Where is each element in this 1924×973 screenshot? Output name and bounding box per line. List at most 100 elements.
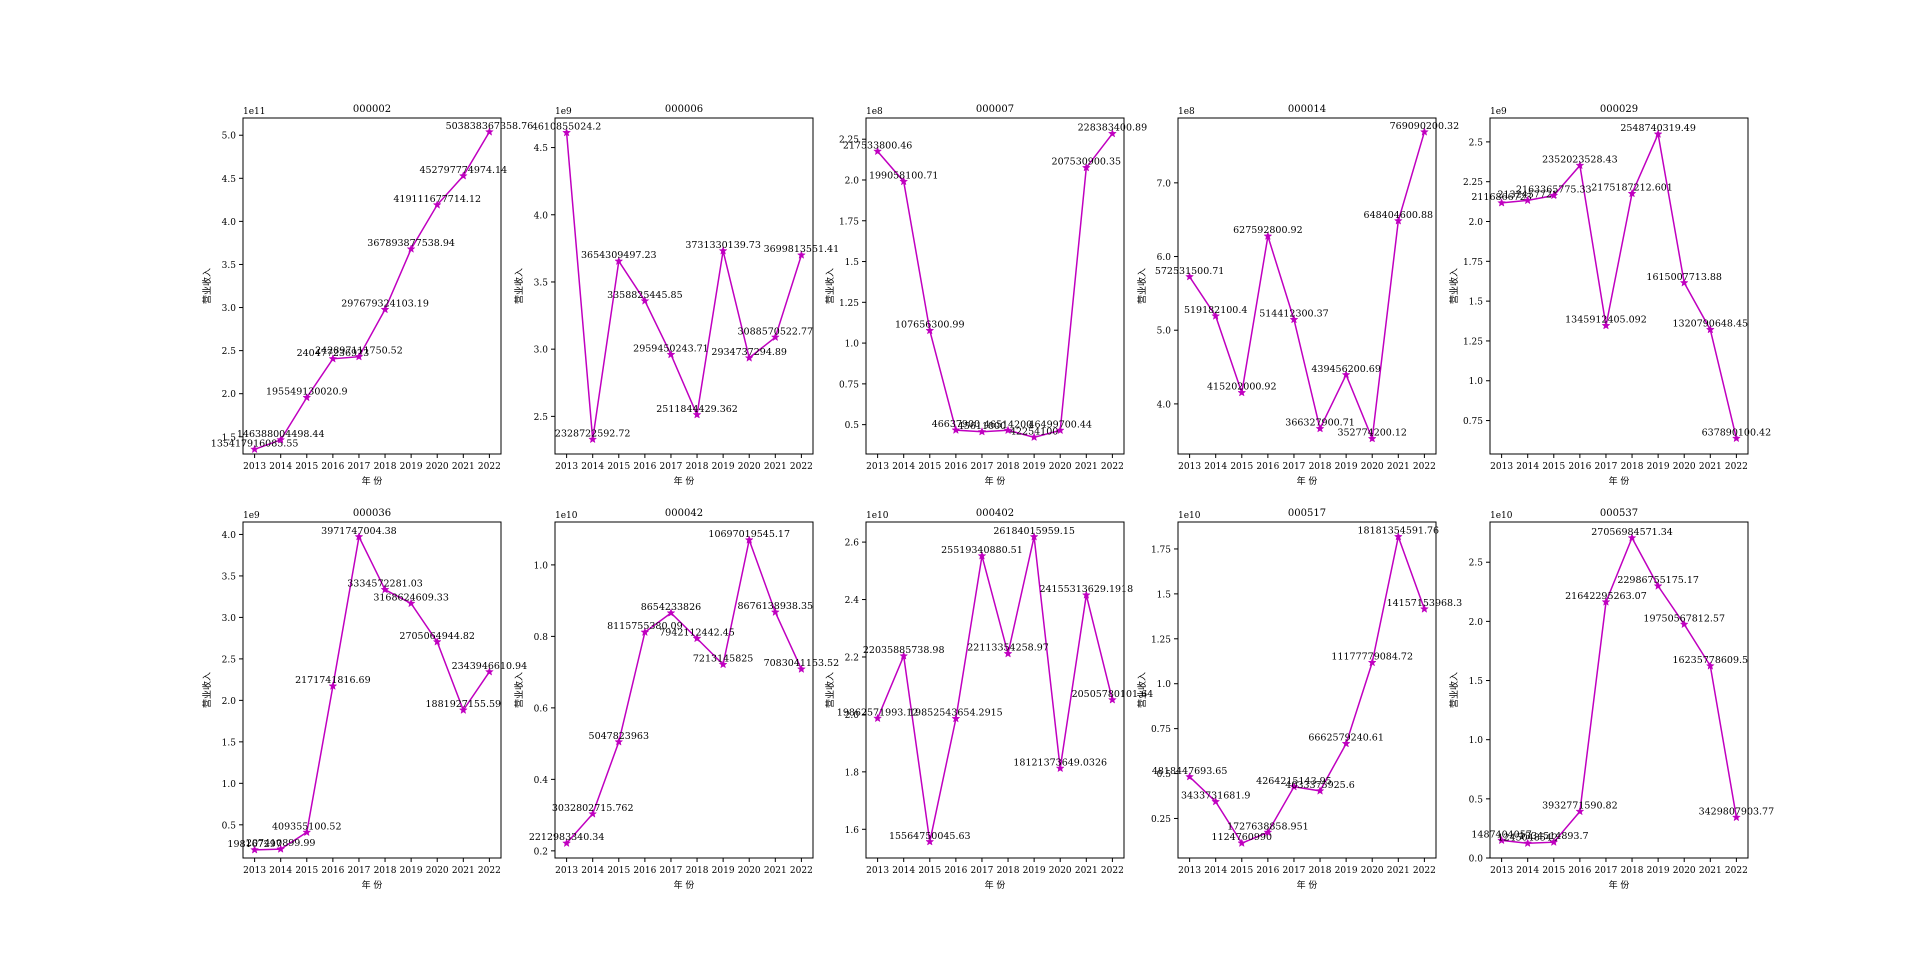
x-axis-label: 年 份 xyxy=(362,879,383,891)
data-point-marker xyxy=(1263,231,1273,240)
subplot-title: 000007 xyxy=(976,104,1014,115)
data-label: 199058100.71 xyxy=(869,171,939,182)
y-axis-label: 营业收入 xyxy=(201,268,213,304)
axis-scale-label: 1e9 xyxy=(555,107,572,117)
axis-scale-label: 1e9 xyxy=(243,511,260,521)
y-tick-label: 7.0 xyxy=(1157,179,1172,189)
data-label: 45611000 xyxy=(958,421,1006,432)
x-tick-label: 2017 xyxy=(660,462,683,472)
y-tick-label: 0.5 xyxy=(1469,795,1484,805)
data-label: 3654309497.23 xyxy=(581,250,657,261)
x-tick-label: 2017 xyxy=(971,866,994,876)
series-line xyxy=(1189,533,1426,845)
data-label: 4264215143.95 xyxy=(1256,776,1332,787)
x-tick-label: 2013 xyxy=(866,866,889,876)
data-label: 3731330139.73 xyxy=(685,240,761,251)
y-axis-label: 营业收入 xyxy=(1448,672,1460,708)
x-tick-label: 2019 xyxy=(400,462,423,472)
data-label: 107656300.99 xyxy=(895,320,965,331)
x-tick-label: 2020 xyxy=(426,866,449,876)
data-label: 242897111750.52 xyxy=(315,346,403,357)
data-label: 15564750045.63 xyxy=(889,831,971,842)
data-point-marker xyxy=(432,200,442,209)
data-point-marker xyxy=(328,354,338,363)
data-point-marker xyxy=(380,585,390,594)
data-label: 20505780101.64 xyxy=(1072,689,1154,700)
y-tick-label: 2.4 xyxy=(845,596,860,606)
data-label: 1615007713.88 xyxy=(1646,272,1722,283)
data-point-marker xyxy=(276,435,286,444)
y-tick-label: 2.2 xyxy=(845,653,859,663)
data-label: 1727638858.951 xyxy=(1227,821,1309,832)
x-tick-label: 2020 xyxy=(738,462,761,472)
x-tick-label: 2021 xyxy=(1075,462,1098,472)
data-point-marker xyxy=(770,607,780,617)
data-label: 7942112442.45 xyxy=(659,627,735,638)
data-point-marker xyxy=(1263,827,1273,837)
data-point-marker xyxy=(1289,782,1299,791)
axis-scale-label: 1e10 xyxy=(866,511,889,521)
data-point-marker xyxy=(328,681,338,690)
data-point-marker xyxy=(977,427,987,436)
y-tick-label: 2.5 xyxy=(1469,138,1484,148)
x-tick-label: 2021 xyxy=(452,866,475,876)
subplot-title: 000036 xyxy=(353,508,391,519)
y-tick-label: 1.25 xyxy=(1151,635,1171,645)
axes-frame xyxy=(242,521,502,859)
data-point-marker xyxy=(640,296,650,305)
series-line xyxy=(254,534,491,851)
data-point-marker xyxy=(873,713,883,723)
series-line xyxy=(1501,131,1738,439)
data-point-marker xyxy=(1393,532,1403,541)
data-point-marker xyxy=(951,713,961,723)
data-label: 1245048542 xyxy=(1497,832,1557,843)
x-tick-label: 2020 xyxy=(1049,866,1072,876)
y-tick-label: 4.0 xyxy=(534,211,549,221)
y-tick-label: 0.75 xyxy=(839,380,859,390)
series-line xyxy=(1188,131,1426,442)
data-point-marker xyxy=(276,844,286,853)
data-label: 19862571993.12 xyxy=(837,707,919,718)
x-tick-label: 2019 xyxy=(1647,866,1670,876)
data-label: 10697019545.17 xyxy=(708,529,790,540)
data-label: 7213145825 xyxy=(693,654,753,665)
x-tick-label: 2018 xyxy=(1309,462,1332,472)
data-point-marker xyxy=(1419,604,1429,613)
subplot-title: 000029 xyxy=(1600,104,1638,115)
x-tick-label: 2013 xyxy=(1490,866,1513,876)
subplot-title: 000002 xyxy=(353,104,391,115)
data-point-marker xyxy=(1523,838,1533,848)
x-tick-label: 2019 xyxy=(400,866,423,876)
x-tick-label: 2022 xyxy=(790,462,813,472)
data-label: 409355100.52 xyxy=(272,821,342,832)
x-tick-label: 2014 xyxy=(269,866,292,876)
y-tick-label: 0.2 xyxy=(534,847,548,857)
axes-frame xyxy=(1177,117,1437,455)
data-label: 198167297 xyxy=(227,839,281,850)
data-label: 2959450243.71 xyxy=(633,344,709,355)
data-point-marker xyxy=(666,349,676,359)
data-point-marker xyxy=(1055,763,1065,773)
data-label: 2511844429.362 xyxy=(656,404,738,415)
data-point-marker xyxy=(380,304,390,314)
x-axis-label: 年 份 xyxy=(1297,475,1318,487)
x-tick-label: 2016 xyxy=(944,462,967,472)
x-tick-label: 2017 xyxy=(1283,866,1306,876)
x-axis-label: 年 份 xyxy=(1297,879,1318,891)
x-axis-label: 年 份 xyxy=(674,475,695,487)
x-tick-label: 2018 xyxy=(1309,866,1332,876)
x-tick-label: 2022 xyxy=(1725,866,1748,876)
x-tick-label: 2013 xyxy=(243,462,266,472)
data-label: 769090200.32 xyxy=(1390,121,1460,132)
y-tick-label: 0.25 xyxy=(1151,815,1171,825)
data-point-marker xyxy=(354,532,364,541)
data-point-marker xyxy=(1601,597,1611,606)
data-point-marker xyxy=(1497,835,1507,845)
data-point-marker xyxy=(1653,581,1663,590)
x-tick-label: 2017 xyxy=(971,462,994,472)
y-tick-label: 1.75 xyxy=(1151,545,1171,555)
